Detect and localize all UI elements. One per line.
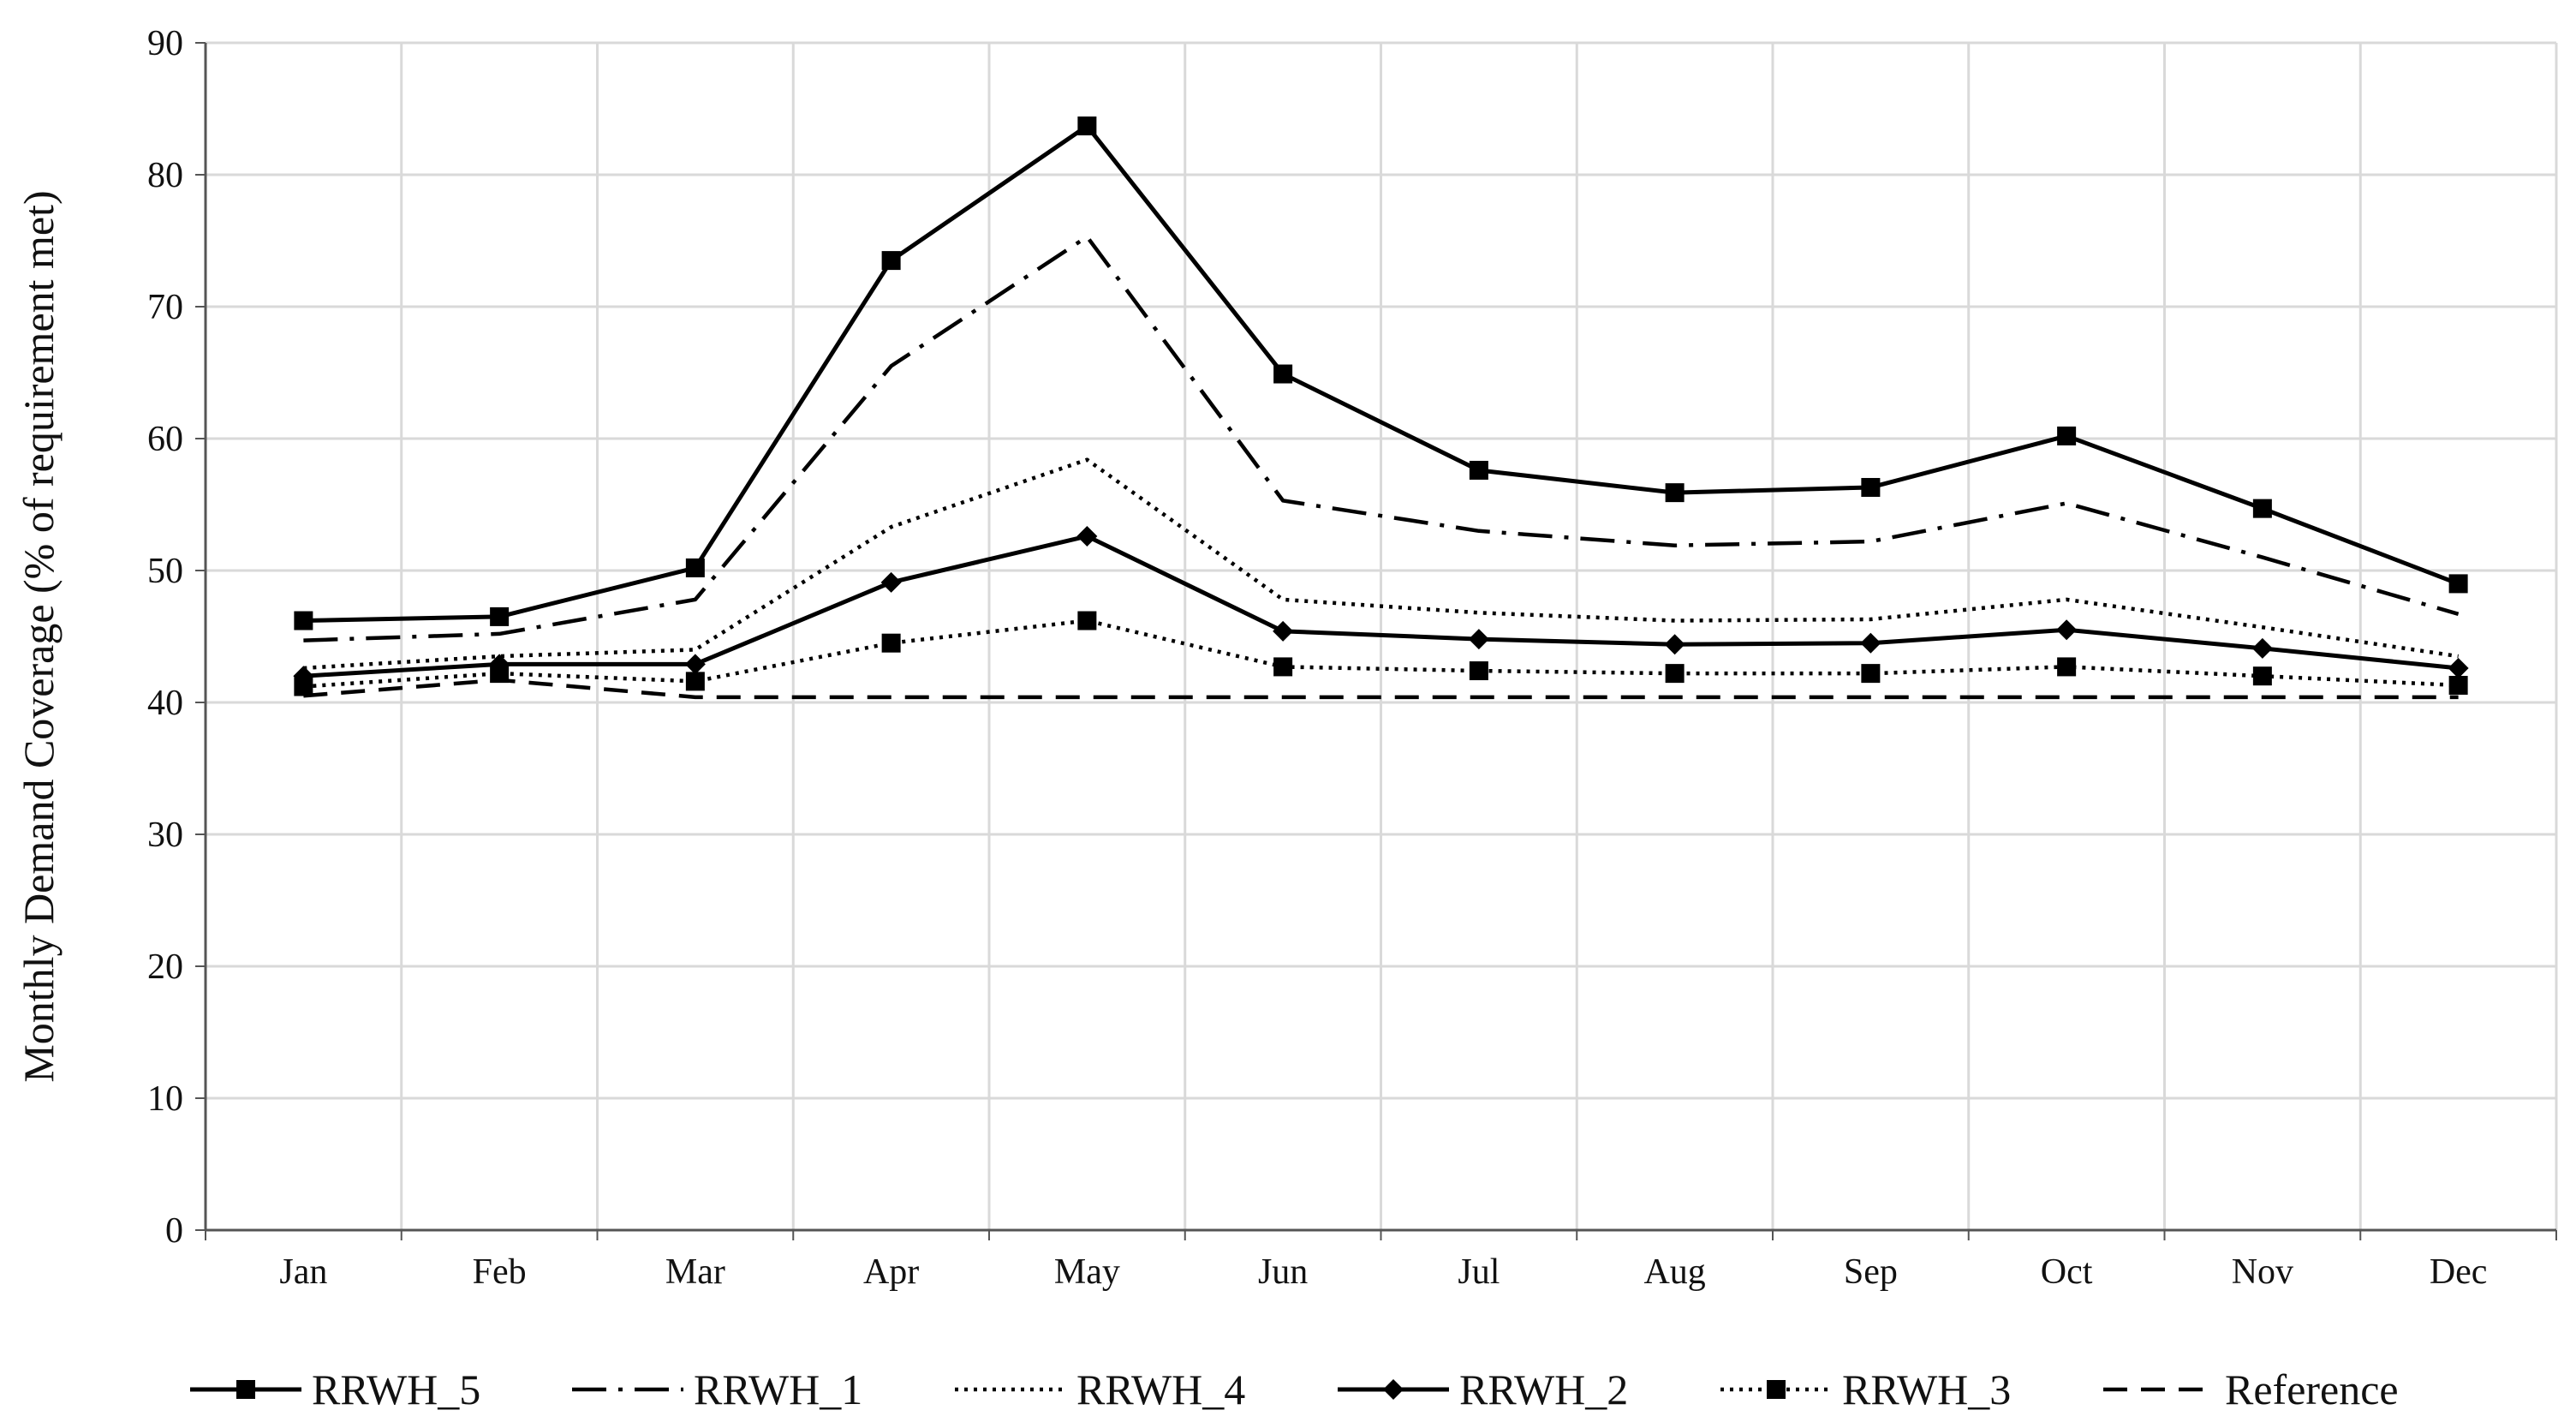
legend-item: RRWH_1 bbox=[572, 1365, 862, 1413]
data-point bbox=[1077, 611, 1097, 630]
data-point bbox=[1860, 632, 1881, 654]
data-point bbox=[1273, 364, 1293, 384]
y-tick-label: 60 bbox=[147, 420, 183, 459]
series-line bbox=[303, 457, 2459, 671]
series-Reference bbox=[303, 678, 2459, 700]
legend-marker bbox=[1383, 1379, 1404, 1400]
y-tick-label: 10 bbox=[147, 1079, 183, 1119]
series-line bbox=[303, 618, 2459, 689]
legend-label: RRWH_1 bbox=[694, 1365, 862, 1413]
legend-label: RRWH_3 bbox=[1842, 1365, 2011, 1413]
data-point bbox=[2252, 666, 2272, 686]
data-point bbox=[881, 633, 901, 653]
series-line bbox=[303, 678, 2459, 700]
data-point bbox=[1665, 664, 1685, 684]
y-tick-label: 40 bbox=[147, 684, 183, 723]
x-tick-label: Feb bbox=[473, 1252, 527, 1292]
x-tick-label: Mar bbox=[665, 1252, 725, 1292]
y-tick-label: 80 bbox=[147, 156, 183, 195]
data-point bbox=[2056, 619, 2078, 641]
x-tick-label: Sep bbox=[1844, 1252, 1898, 1292]
data-point bbox=[1076, 525, 1098, 547]
data-point bbox=[1861, 664, 1881, 684]
series-line bbox=[303, 534, 2459, 678]
x-tick-label: Dec bbox=[2430, 1252, 2488, 1292]
data-point bbox=[2448, 675, 2468, 695]
x-tick-label: Aug bbox=[1643, 1252, 1705, 1292]
axes bbox=[195, 42, 2557, 1240]
data-point bbox=[1861, 477, 1881, 497]
data-point bbox=[2057, 426, 2077, 445]
data-point bbox=[489, 654, 510, 675]
legend: RRWH_5 RRWH_1 RRWH_4 RRWH_2 RRWH_3 Reference bbox=[190, 1365, 2399, 1413]
data-point bbox=[1077, 117, 1097, 136]
legend-item: RRWH_3 bbox=[1720, 1365, 2011, 1413]
data-point bbox=[684, 654, 706, 675]
x-tick-label: Oct bbox=[2041, 1252, 2093, 1292]
data-point bbox=[881, 251, 901, 271]
x-tick-label: Jun bbox=[1258, 1252, 1308, 1292]
data-point bbox=[1273, 620, 1294, 642]
data-point bbox=[1665, 483, 1685, 503]
series-RRWH_4 bbox=[303, 457, 2459, 671]
data-point bbox=[294, 611, 313, 630]
series-RRWH_1 bbox=[303, 235, 2460, 642]
tick-labels: 0 10 20 30 40 50 60 70 80 90 Jan Feb Mar Apr May Jun Jul… bbox=[147, 24, 2487, 1292]
y-tick-label: 20 bbox=[147, 947, 183, 987]
y-tick-label: 70 bbox=[147, 288, 183, 327]
data-point bbox=[2057, 657, 2077, 677]
series-line bbox=[303, 235, 2460, 642]
y-tick-label: 30 bbox=[147, 816, 183, 855]
x-tick-label: Apr bbox=[863, 1252, 919, 1292]
series-line bbox=[303, 123, 2460, 624]
data-point bbox=[685, 672, 705, 691]
data-point bbox=[685, 558, 705, 577]
data-point bbox=[294, 677, 313, 696]
legend-label: RRWH_4 bbox=[1076, 1365, 1245, 1413]
data-point bbox=[1273, 657, 1293, 677]
x-tick-label: May bbox=[1054, 1252, 1120, 1292]
legend-marker bbox=[1767, 1380, 1786, 1399]
series-RRWH_5 bbox=[294, 117, 2468, 630]
data-point bbox=[293, 666, 314, 687]
legend-item: RRWH_4 bbox=[955, 1365, 1245, 1413]
data-point bbox=[880, 571, 902, 593]
series-RRWH_2 bbox=[293, 525, 2469, 687]
y-axis-label: Monthly Demand Coverage (% of requiremen… bbox=[15, 190, 63, 1082]
data-point bbox=[2252, 499, 2272, 518]
data-point bbox=[490, 606, 510, 626]
data-point bbox=[1469, 460, 1488, 480]
series-lines bbox=[293, 117, 2469, 700]
x-tick-label: Nov bbox=[2232, 1252, 2293, 1292]
legend-item: RRWH_2 bbox=[1338, 1365, 1628, 1413]
x-tick-label: Jul bbox=[1458, 1252, 1500, 1292]
data-point bbox=[2448, 574, 2468, 594]
series-RRWH_3 bbox=[294, 611, 2468, 696]
data-point bbox=[1469, 661, 1488, 681]
y-tick-label: 90 bbox=[147, 24, 183, 63]
x-tick-label: Jan bbox=[279, 1252, 327, 1292]
y-tick-label: 0 bbox=[165, 1211, 183, 1251]
data-point bbox=[2251, 637, 2273, 659]
data-point bbox=[1664, 634, 1685, 655]
legend-marker bbox=[236, 1380, 255, 1399]
legend-item: RRWH_5 bbox=[190, 1365, 480, 1413]
y-tick-label: 50 bbox=[147, 552, 183, 591]
legend-label: Reference bbox=[2225, 1365, 2399, 1413]
data-point bbox=[1468, 629, 1489, 650]
legend-label: RRWH_2 bbox=[1459, 1365, 1628, 1413]
legend-item: Reference bbox=[2103, 1365, 2399, 1413]
data-point bbox=[2448, 657, 2469, 678]
legend-label: RRWH_5 bbox=[312, 1365, 480, 1413]
